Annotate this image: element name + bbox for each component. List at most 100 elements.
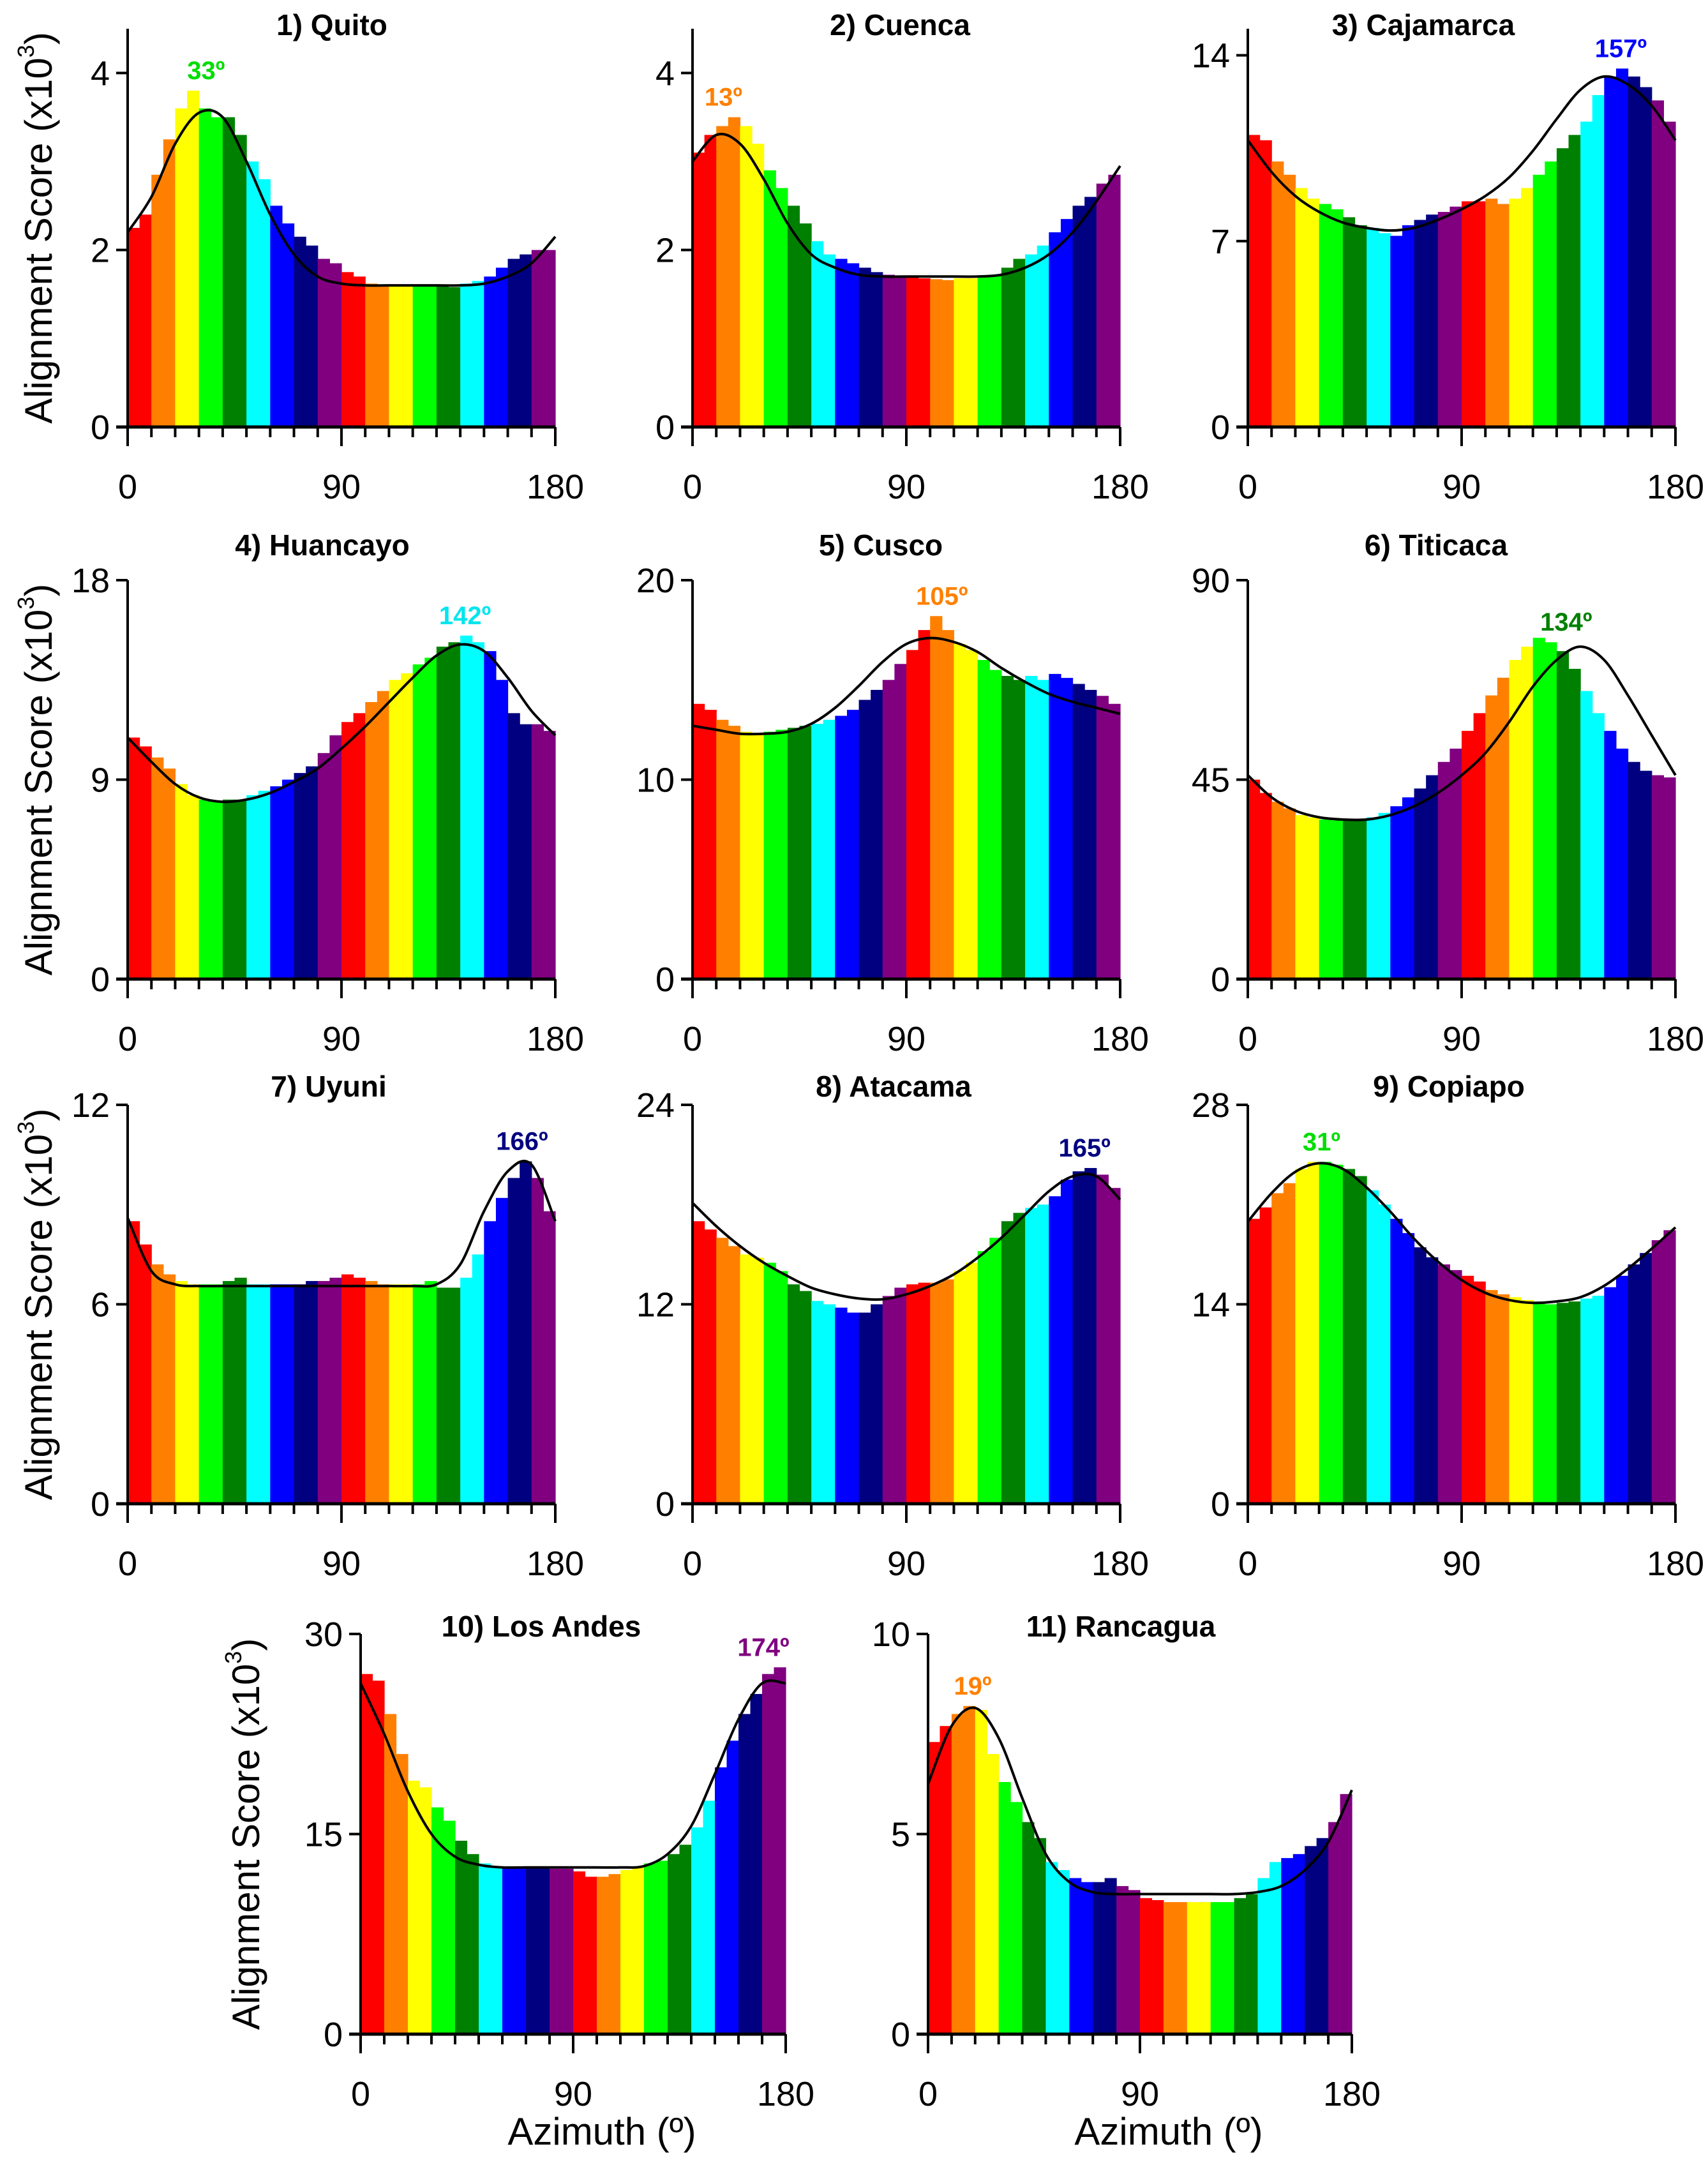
bar xyxy=(1580,1298,1593,1504)
bar xyxy=(966,278,978,427)
bar xyxy=(871,689,883,979)
bar xyxy=(1414,788,1427,979)
bar xyxy=(1568,135,1581,427)
bar xyxy=(531,250,544,427)
bar xyxy=(1367,228,1379,427)
fit-curve xyxy=(927,1706,1353,1896)
x-tick-label: 180 xyxy=(1323,2075,1381,2113)
bar xyxy=(211,1284,223,1504)
bar xyxy=(1222,1902,1235,2034)
bars xyxy=(693,1167,1121,1504)
bar xyxy=(1025,1208,1038,1504)
bar xyxy=(1497,204,1510,427)
bar xyxy=(1604,76,1617,427)
bar xyxy=(484,276,497,427)
bar xyxy=(1497,1294,1510,1504)
bar xyxy=(1072,206,1085,427)
bar xyxy=(443,1820,456,2034)
bars xyxy=(1248,1162,1676,1504)
bar xyxy=(716,126,729,428)
bar xyxy=(1556,1303,1569,1504)
bar xyxy=(752,1257,765,1504)
bar xyxy=(175,784,188,979)
bar xyxy=(1437,212,1450,427)
bar xyxy=(341,272,354,427)
bar xyxy=(977,276,990,427)
bar xyxy=(1615,68,1629,427)
bar xyxy=(431,1807,444,2034)
bar xyxy=(632,1867,645,2034)
y-axis-title-exponent: 3 xyxy=(13,597,39,610)
bar xyxy=(1580,691,1593,979)
bar xyxy=(1259,793,1272,979)
bar xyxy=(1316,1838,1329,2034)
bar xyxy=(341,722,354,979)
bar xyxy=(199,799,211,979)
bar xyxy=(1545,642,1557,979)
bar xyxy=(787,728,800,979)
peak-azimuth-label: 134º xyxy=(1540,608,1592,636)
y-tick-label: 7 xyxy=(1211,223,1230,261)
bar xyxy=(294,236,306,427)
bar xyxy=(975,1710,987,2034)
y-axis-title: Alignment Score (x103) xyxy=(13,1109,60,1501)
panel-8: 0 90 180 0 12 24 8) Atacama 165º xyxy=(636,1070,1149,1583)
x-tick-label: 180 xyxy=(1647,1020,1704,1058)
bar xyxy=(1246,1894,1259,2034)
y-tick-label: 4 xyxy=(91,54,110,93)
bar xyxy=(775,188,788,427)
panel-title: 10) Los Andes xyxy=(442,1610,641,1643)
bar xyxy=(1342,1169,1356,1504)
bar xyxy=(918,1282,931,1504)
bar xyxy=(258,179,271,427)
bar xyxy=(306,245,318,427)
bar xyxy=(941,280,955,427)
bar xyxy=(520,724,532,979)
bar xyxy=(1108,703,1121,979)
bar xyxy=(1259,140,1272,427)
peak-azimuth-label: 166º xyxy=(496,1128,548,1156)
bar xyxy=(377,285,390,427)
bar xyxy=(199,108,211,428)
y-tick-label: 5 xyxy=(891,1816,910,1854)
bar xyxy=(1283,1183,1296,1504)
bar xyxy=(1331,1164,1344,1504)
y-tick-label: 24 xyxy=(636,1086,675,1125)
bar xyxy=(704,1229,717,1504)
bar xyxy=(1402,225,1415,427)
bar xyxy=(128,228,140,427)
bar xyxy=(139,746,152,979)
bar xyxy=(408,1780,421,2034)
bar xyxy=(1295,188,1308,427)
panel-2: 0 90 180 0 2 4 2) Cuenca 13º xyxy=(655,8,1149,506)
panel-5: 0 90 180 0 10 20 5) Cusco 105º xyxy=(636,528,1149,1058)
x-tick-label: 0 xyxy=(118,1020,137,1058)
bar xyxy=(281,1284,295,1504)
bar xyxy=(740,731,753,979)
bar xyxy=(1462,1275,1474,1504)
bar xyxy=(1307,817,1320,979)
bar xyxy=(436,285,449,427)
y-tick-label: 2 xyxy=(91,232,110,270)
y-axis-title-exponent: 3 xyxy=(220,1651,246,1664)
bar xyxy=(1450,1270,1462,1504)
bar xyxy=(703,1801,715,2034)
bar xyxy=(989,1238,1002,1504)
bar xyxy=(799,1291,812,1504)
bars xyxy=(693,117,1121,428)
bar xyxy=(365,1281,378,1504)
y-tick-label: 15 xyxy=(304,1816,343,1854)
bar xyxy=(424,1281,437,1504)
bar xyxy=(1390,1218,1403,1504)
bar xyxy=(1450,206,1462,427)
panel-title: 5) Cusco xyxy=(819,528,943,562)
bar xyxy=(561,1868,574,2034)
bar xyxy=(1319,820,1331,979)
bar xyxy=(1640,1253,1652,1504)
bar xyxy=(1651,775,1664,979)
y-axis-title-text: Alignment Score (x10 xyxy=(225,1664,267,2030)
bar xyxy=(424,285,437,427)
bar xyxy=(1271,1193,1284,1504)
bar xyxy=(1437,761,1450,979)
bar xyxy=(941,1279,955,1504)
